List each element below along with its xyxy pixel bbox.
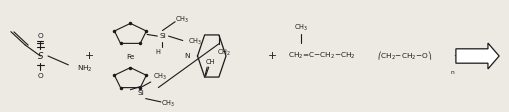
Text: O: O bbox=[38, 73, 43, 79]
Text: Fe: Fe bbox=[126, 54, 134, 60]
Text: NH$_2$: NH$_2$ bbox=[77, 64, 93, 74]
Text: S: S bbox=[38, 52, 43, 60]
Text: N: N bbox=[184, 53, 189, 59]
Text: ⎛CH$_2$−CH$_2$−O⎞: ⎛CH$_2$−CH$_2$−O⎞ bbox=[376, 50, 432, 62]
Text: CH$_3$: CH$_3$ bbox=[293, 23, 307, 33]
Text: O: O bbox=[38, 33, 43, 39]
Text: Si: Si bbox=[137, 90, 144, 96]
Text: CH$_2$=C−CH$_2$−CH$_2$: CH$_2$=C−CH$_2$−CH$_2$ bbox=[288, 51, 355, 61]
Text: n: n bbox=[450, 70, 454, 75]
FancyArrow shape bbox=[455, 43, 498, 69]
Text: CH: CH bbox=[205, 59, 215, 65]
Text: CH$_3$: CH$_3$ bbox=[153, 71, 167, 82]
Text: CH$_3$: CH$_3$ bbox=[161, 99, 175, 109]
Text: CH$_3$: CH$_3$ bbox=[187, 37, 202, 47]
Text: +: + bbox=[85, 51, 94, 61]
Text: CH$_2$: CH$_2$ bbox=[217, 48, 231, 58]
Text: H: H bbox=[155, 49, 159, 55]
Text: Si: Si bbox=[159, 33, 165, 39]
Text: CH$_3$: CH$_3$ bbox=[175, 14, 189, 25]
Text: −H: −H bbox=[453, 53, 464, 59]
Text: +: + bbox=[268, 51, 277, 61]
